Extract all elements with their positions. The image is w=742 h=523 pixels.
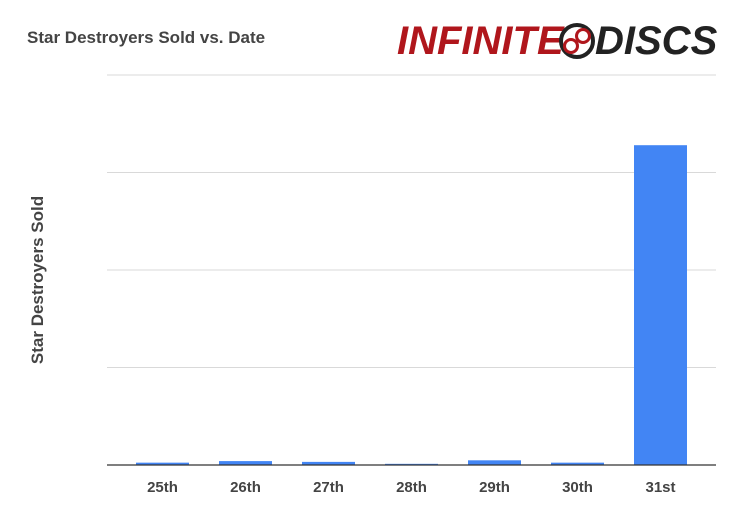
bar-26th: [219, 461, 272, 465]
x-tick-label: 31st: [645, 479, 675, 496]
x-tick-label: 27th: [313, 479, 344, 496]
bar-30th: [551, 462, 604, 465]
logo-right-text: DISCS: [595, 19, 718, 63]
x-tick-labels: 25th 26th 27th 28th 29th 30th 31st: [147, 479, 675, 496]
x-tick-label: 28th: [396, 479, 427, 496]
bars: [136, 145, 687, 465]
bar-31st: [634, 145, 687, 465]
x-tick-label: 30th: [562, 479, 593, 496]
logo-emblem-icon: [559, 23, 595, 59]
bar-25th: [136, 462, 189, 465]
y-axis-label: Star Destroyers Sold: [28, 195, 47, 365]
bar-27th: [302, 461, 355, 465]
gridlines: [107, 74, 716, 368]
x-tick-label: 29th: [479, 479, 510, 496]
x-tick-label: 25th: [147, 479, 178, 496]
logo-left-text: INFINITE: [397, 19, 565, 63]
x-tick-label: 26th: [230, 479, 261, 496]
y-axis-label-wrap: Star Destroyers Sold: [20, 180, 56, 380]
infinite-discs-logo: INFINITE DISCS: [397, 19, 718, 63]
chart-title: Star Destroyers Sold vs. Date: [27, 28, 266, 47]
bar-29th: [468, 460, 521, 465]
